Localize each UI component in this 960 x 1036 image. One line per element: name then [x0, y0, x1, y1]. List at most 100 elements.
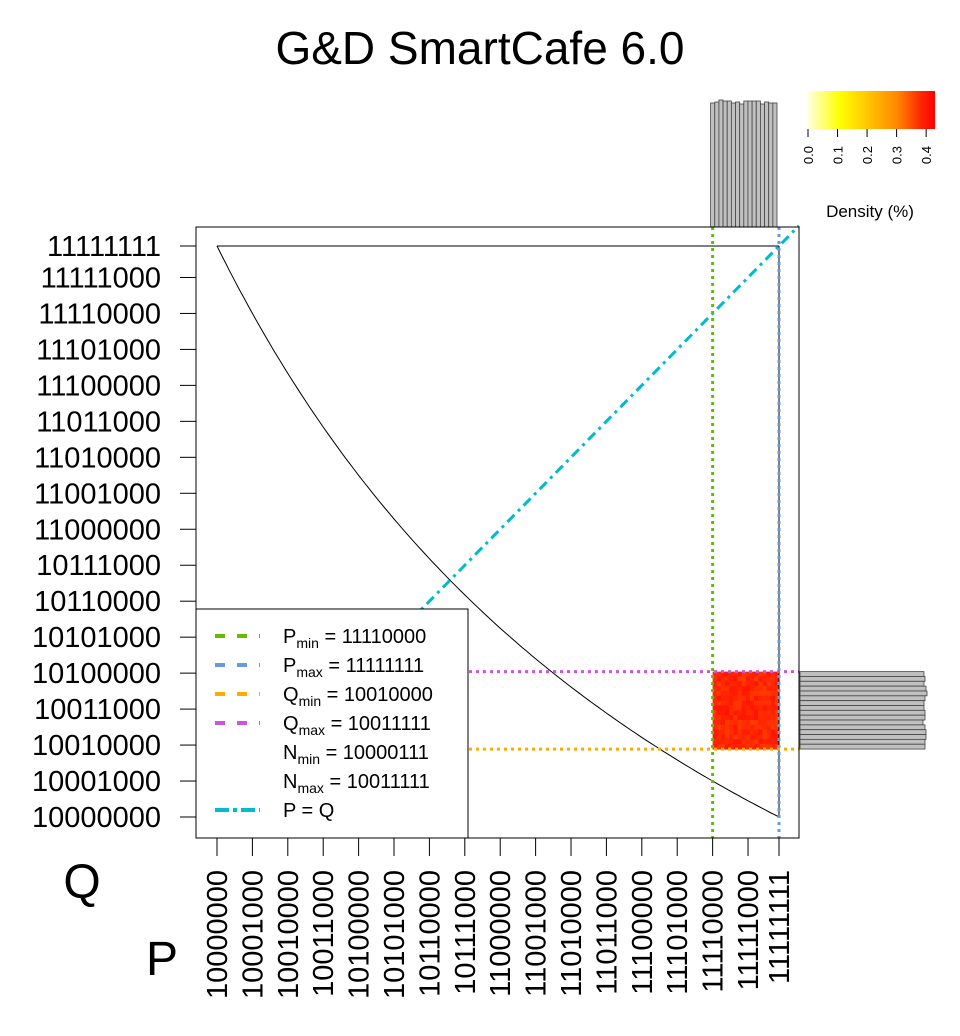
heat-cell	[733, 671, 739, 677]
heat-cell	[737, 700, 743, 707]
x-axis-label: P	[146, 933, 178, 986]
heat-cell	[762, 671, 768, 677]
y-tick-label: 10010000	[32, 730, 161, 762]
heat-cell	[725, 690, 730, 697]
heat-cell	[733, 739, 739, 745]
legend-entry: Pmax = 11111111	[215, 655, 424, 680]
heat-cell	[766, 734, 772, 740]
legend-label: Pmax = 11111111	[283, 655, 424, 680]
heat-cell	[716, 681, 722, 687]
heat-cell	[720, 720, 726, 726]
heat-cell	[712, 690, 718, 697]
heat-cell	[741, 744, 747, 750]
y-tick-label: 11011000	[36, 406, 161, 438]
heat-cell	[766, 729, 772, 736]
heat-cell	[758, 695, 763, 702]
heat-cell	[737, 729, 743, 736]
marginal-right-bar	[799, 695, 926, 702]
heat-cell	[712, 739, 718, 745]
heat-cell	[770, 695, 776, 702]
heat-cell	[725, 710, 730, 716]
heat-cell	[749, 720, 755, 726]
heat-cell	[720, 700, 726, 707]
heat-cell	[762, 695, 768, 702]
marginal-top-bar	[764, 101, 770, 228]
heat-cell	[770, 720, 776, 726]
x-tick-label: 10101000	[379, 870, 411, 999]
heat-cell	[712, 671, 718, 677]
legend: Pmin = 11110000 Pmax = 11111111 Qmin = 100…	[195, 608, 469, 839]
heat-cell	[720, 710, 726, 716]
marginal-top-bar	[739, 103, 745, 228]
heat-cell	[762, 734, 768, 740]
marginal-right-bar	[799, 743, 926, 750]
marginal-right-bar	[799, 724, 926, 731]
heat-cell	[712, 700, 718, 707]
marginal-right-bar	[799, 719, 924, 726]
heat-cell	[737, 744, 743, 750]
x-tick-label: 11111000	[733, 870, 765, 990]
region-lower-curve	[216, 245, 780, 818]
marginal-top-bar	[755, 100, 761, 228]
y-tick-label: 11000000	[34, 514, 161, 546]
heat-cell	[749, 686, 755, 692]
heat-cell	[758, 671, 763, 677]
heat-cell	[733, 724, 739, 731]
heat-cell	[725, 695, 730, 702]
heat-cell	[733, 710, 739, 716]
y-axis-label: Q	[63, 856, 100, 909]
y-tick-label: 10101000	[32, 622, 161, 654]
heat-cell	[725, 705, 730, 711]
heat-cell	[745, 720, 751, 726]
heat-cell	[762, 739, 768, 745]
heat-cell	[729, 715, 734, 721]
heat-cell	[774, 681, 780, 687]
heat-cell	[729, 744, 734, 750]
heat-cell	[766, 681, 772, 687]
heat-cell	[741, 690, 747, 697]
legend-label: Nmin = 10000111	[283, 742, 429, 767]
heat-cell	[741, 681, 747, 687]
heat-cell	[754, 676, 759, 682]
heat-cell	[774, 690, 780, 697]
heat-cell	[766, 710, 772, 716]
heat-cell	[725, 671, 730, 677]
heat-cell	[733, 686, 739, 692]
heat-cell	[733, 690, 739, 697]
y-tick-label: 11110000	[38, 298, 161, 330]
heat-cell	[716, 671, 722, 677]
marginal-top-bar	[751, 100, 757, 228]
x-tick-label: 11010000	[556, 870, 588, 997]
heat-cell	[720, 676, 726, 682]
heat-cell	[754, 744, 759, 750]
heat-cell	[749, 729, 755, 736]
heat-cell	[766, 724, 772, 731]
marginal-top-bar	[730, 102, 736, 228]
heat-cell	[712, 734, 718, 740]
x-tick-label: 11100000	[627, 870, 659, 995]
heat-cell	[754, 705, 759, 711]
heat-cell	[741, 734, 747, 740]
heat-cell	[770, 681, 776, 687]
heat-cell	[754, 690, 759, 697]
heat-cell	[749, 676, 755, 682]
heat-cell	[749, 734, 755, 740]
heat-cell	[737, 690, 743, 697]
heat-cell	[729, 734, 734, 740]
heat-cell	[758, 720, 763, 726]
heat-cell	[729, 676, 734, 682]
y-tick-label: 10001000	[32, 766, 161, 798]
x-tick-label: 10010000	[273, 870, 305, 999]
heat-cell	[745, 734, 751, 740]
heat-cell	[745, 715, 751, 721]
heat-cell	[766, 739, 772, 745]
x-tick-label: 10111000	[450, 870, 482, 995]
heat-cell	[716, 705, 722, 711]
colorbar-gradient	[808, 91, 935, 129]
heat-cell	[774, 686, 780, 692]
heat-cell	[766, 686, 772, 692]
heat-cell	[733, 705, 739, 711]
y-tick-label: 11111000	[41, 262, 161, 294]
heat-cell	[745, 671, 751, 677]
